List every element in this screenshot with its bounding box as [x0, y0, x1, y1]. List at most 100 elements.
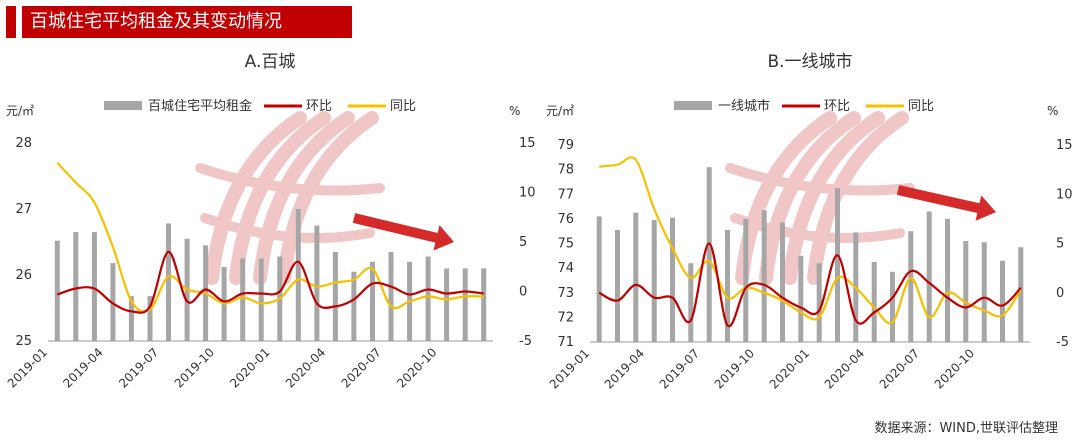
bar [240, 258, 246, 341]
right-axis-unit: % [1047, 104, 1058, 118]
x-tick-label: 2019-04 [602, 346, 647, 391]
right-tick-label: -5 [519, 334, 532, 349]
legend-label: 百城住宅平均租金 [148, 98, 252, 114]
source-note: 数据来源：WIND,世联评估整理 [874, 421, 1058, 436]
banner-title: 百城住宅平均租金及其变动情况 [22, 6, 352, 38]
watermark-stroke [759, 111, 861, 285]
watermark-stroke [195, 163, 385, 196]
bar [798, 255, 804, 342]
x-tick-label: 2020-01 [767, 346, 812, 391]
watermark-stroke [205, 111, 307, 285]
x-tick-label: 2020-07 [877, 346, 922, 391]
watermark-logo [195, 111, 385, 285]
bar [370, 261, 375, 341]
right-tick-label: -5 [1056, 335, 1069, 350]
bar [688, 263, 694, 342]
left-tick-label: 79 [557, 138, 574, 153]
x-tick-label: 2020-04 [283, 345, 328, 390]
chart-title: B.一线城市 [767, 52, 852, 72]
watermark-logo [725, 111, 915, 285]
watermark-stroke [253, 111, 355, 285]
bar [706, 167, 712, 342]
x-tick-label: 2019-01 [547, 346, 592, 391]
bar [890, 271, 895, 342]
x-tick-label: 2019-07 [116, 345, 161, 390]
legend-swatch-bar [674, 101, 712, 110]
right-tick-label: 15 [519, 136, 535, 151]
bar [981, 242, 987, 342]
bar [91, 232, 97, 341]
bar [425, 256, 431, 341]
right-axis-unit: % [509, 104, 520, 118]
right-tick-label: 15 [1056, 138, 1073, 153]
watermark-stroke [807, 111, 909, 285]
bar [725, 230, 730, 342]
bar [481, 268, 487, 341]
bar [147, 296, 153, 341]
right-tick-label: 0 [519, 285, 527, 300]
trend-arrow [352, 213, 454, 251]
left-tick-label: 76 [557, 212, 574, 227]
left-tick-label: 73 [557, 286, 574, 301]
left-tick-label: 75 [557, 237, 574, 252]
bar [963, 241, 969, 342]
bar [651, 220, 657, 342]
legend: 一线城市 环比 同比 [674, 98, 934, 114]
bar [816, 263, 822, 342]
bar [258, 258, 264, 341]
bar [1018, 247, 1024, 342]
x-tick-label: 2020-10 [394, 345, 439, 390]
series-line-mom [56, 250, 484, 314]
trend-arrow [896, 185, 996, 221]
bar [110, 263, 116, 341]
bar [926, 211, 932, 342]
legend-label: 环比 [306, 99, 332, 114]
x-tick-label: 2020-04 [822, 346, 867, 391]
x-tick-label: 2019-07 [657, 346, 702, 391]
bar [780, 222, 785, 342]
legend-swatch-bar [104, 101, 142, 110]
right-tick-label: 10 [1056, 187, 1073, 202]
watermark-stroke [229, 111, 331, 285]
legend-label: 环比 [824, 99, 850, 114]
watermark-stroke [200, 213, 375, 243]
x-tick-label: 2020-01 [227, 345, 272, 390]
watermark-stroke [725, 163, 915, 196]
legend: 百城住宅平均租金 环比 同比 [104, 98, 416, 114]
trend-arrow-shape [352, 213, 454, 251]
right-tick-label: 5 [1056, 237, 1064, 252]
bar [670, 217, 675, 342]
left-tick-label: 78 [557, 163, 574, 178]
left-tick-label: 28 [15, 136, 32, 151]
bar [908, 231, 914, 342]
bar [351, 271, 357, 341]
bar [128, 296, 134, 341]
banner-accent [6, 6, 16, 38]
legend-label: 一线城市 [718, 98, 770, 114]
right-tick-label: 5 [519, 235, 527, 250]
legend-label: 同比 [390, 99, 416, 114]
bar [871, 262, 877, 342]
bar [73, 232, 79, 341]
left-axis-unit: 元/㎡ [546, 104, 574, 118]
bar [743, 218, 749, 342]
left-tick-label: 77 [557, 187, 574, 202]
series-line-yoy [56, 162, 484, 313]
x-tick-label: 2019-01 [5, 345, 50, 390]
x-tick-label: 2020-07 [339, 345, 384, 390]
series-line-yoy [599, 156, 1022, 325]
legend-label: 同比 [908, 99, 934, 114]
right-tick-label: 0 [1056, 286, 1064, 301]
bar [761, 210, 767, 342]
bar [945, 218, 950, 342]
bar [388, 251, 394, 341]
left-tick-label: 26 [15, 268, 32, 283]
x-tick-label: 2019-10 [172, 345, 217, 390]
bar [54, 240, 60, 341]
left-tick-label: 27 [15, 202, 32, 217]
chart-title: A.百城 [245, 52, 296, 72]
watermark-stroke [277, 111, 379, 285]
bar [314, 225, 320, 341]
bar [596, 216, 602, 342]
